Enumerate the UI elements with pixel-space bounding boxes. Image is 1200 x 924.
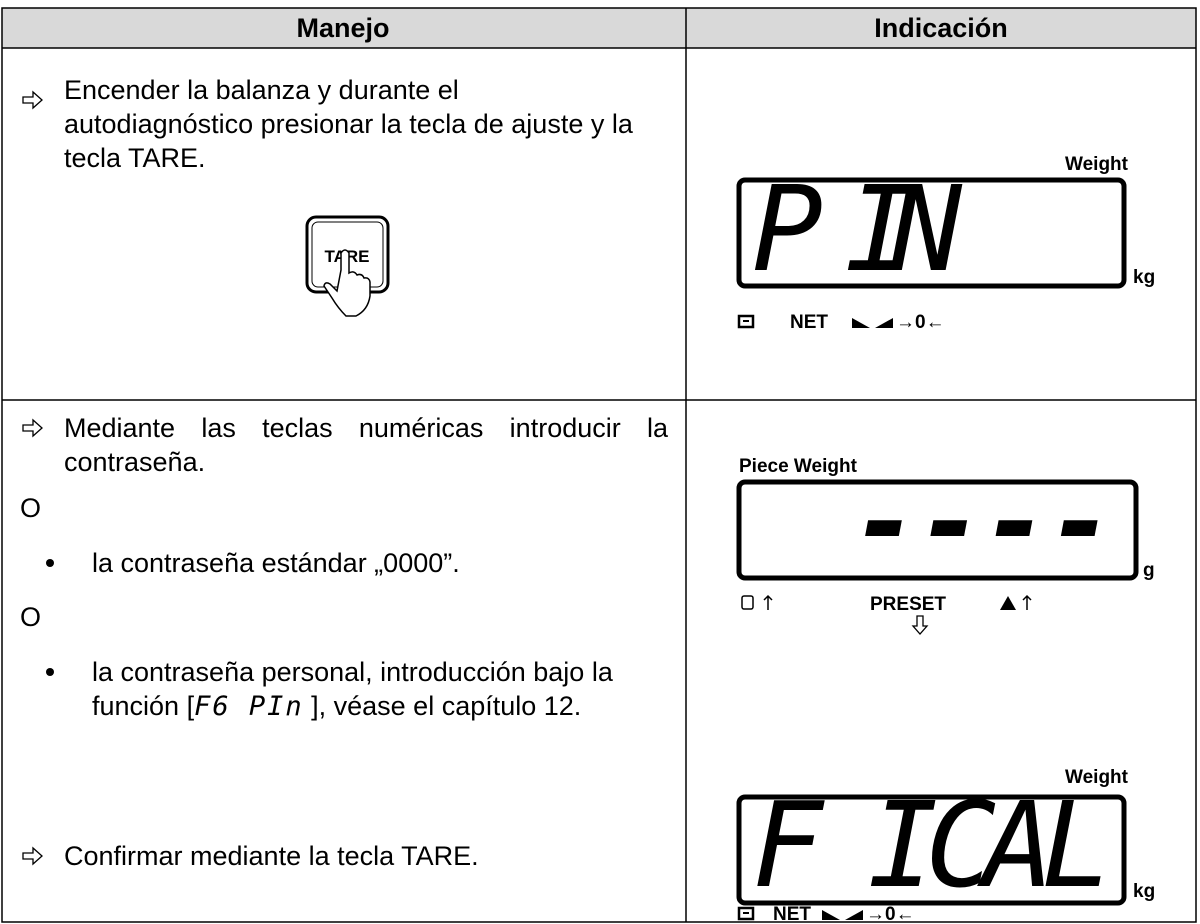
- unit: g: [1143, 560, 1155, 581]
- lock-icon: [737, 906, 755, 921]
- zero-indicator: →0←: [866, 904, 915, 924]
- table-borders: [1, 7, 1197, 923]
- function-code: F6 PIn: [194, 691, 304, 722]
- option-text-part: ], véase el capítulo 12.: [303, 691, 582, 721]
- display-label: Piece Weight: [739, 456, 858, 477]
- preset-indicator: PRESET: [870, 594, 946, 615]
- lcd-frame: [736, 177, 1127, 289]
- lcd-frame: [736, 479, 1139, 581]
- stable-icons: [822, 910, 863, 920]
- display-label: Weight: [1065, 767, 1129, 788]
- lock-icon: [737, 314, 755, 329]
- pieces-up-icon: [1000, 594, 1032, 610]
- net-indicator: NET: [790, 312, 828, 333]
- header-background: [2, 8, 1196, 48]
- header-cell: Manejo: [296, 13, 389, 43]
- option-text: la contraseña personal, introducción baj…: [92, 655, 632, 724]
- or-text: O: [20, 493, 42, 523]
- weight-up-icon: [741, 594, 773, 610]
- display-label: Weight: [1065, 154, 1129, 175]
- hand-icon: [323, 249, 371, 317]
- option-text-part: la contraseña personal, introducción baj…: [92, 657, 613, 721]
- lcd-reading: P IN: [752, 160, 963, 298]
- down-arrow-icon: [911, 615, 929, 635]
- header-cell: Indicación: [874, 13, 1008, 43]
- lcd-frame: [736, 794, 1127, 906]
- net-indicator: NET: [773, 904, 811, 924]
- bullet: [46, 559, 54, 567]
- or-text: O: [20, 602, 42, 632]
- unit: kg: [1133, 881, 1155, 902]
- lcd-reading: ----: [852, 458, 1114, 586]
- bullet: [46, 668, 54, 676]
- stable-icons: [852, 318, 893, 328]
- unit: kg: [1133, 267, 1155, 288]
- step-arrows: [22, 90, 43, 866]
- option-text: la contraseña estándar „0000”.: [92, 548, 460, 578]
- step-text: Confirmar mediante la tecla TARE.: [64, 841, 479, 871]
- step-text: Mediante las teclas numéricas introducir…: [64, 413, 668, 477]
- zero-indicator: →0←: [896, 312, 945, 333]
- lcd-reading: F ICAL: [752, 776, 1112, 914]
- step-text: Encender la balanza y durante el autodia…: [64, 75, 633, 173]
